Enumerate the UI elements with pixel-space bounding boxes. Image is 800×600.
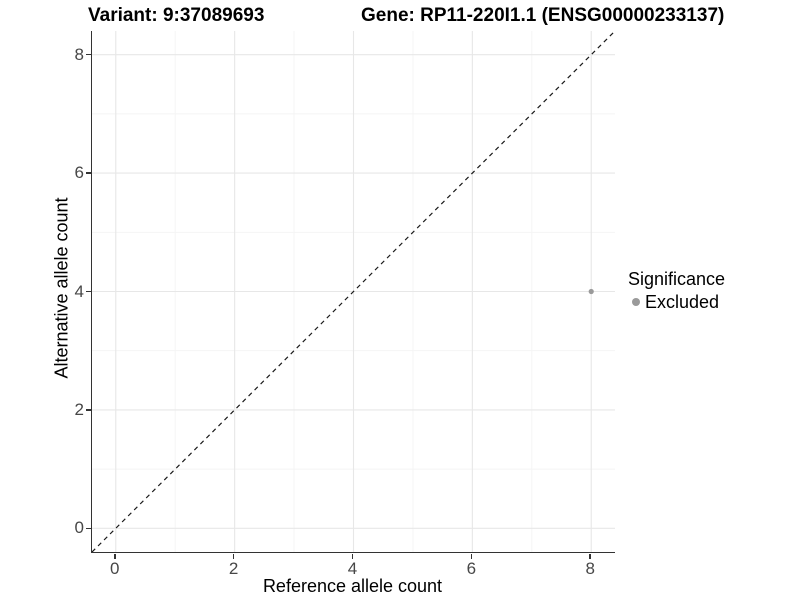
y-tick-label: 4	[74, 281, 84, 301]
legend-item-label: Excluded	[645, 291, 720, 312]
x-tick-label: 8	[585, 559, 595, 578]
legend-key-dot	[632, 298, 640, 306]
x-axis-label: Reference allele count	[262, 576, 443, 596]
identity-line	[92, 31, 615, 552]
x-tick-mark	[114, 553, 116, 559]
x-tick-label: 2	[228, 559, 239, 578]
y-tick-label: 8	[74, 44, 84, 64]
legend-item-excluded: Excluded	[632, 291, 725, 313]
legend-title: Significance	[628, 269, 726, 289]
plot-panel	[91, 31, 615, 553]
plot-title-variant: Variant: 9:37089693	[88, 5, 265, 26]
x-tick-mark	[232, 553, 235, 559]
legend: Significance Excluded	[628, 268, 725, 313]
x-tick-label: 4	[347, 559, 358, 578]
x-tick-mark	[589, 553, 591, 559]
x-tick-mark	[351, 553, 354, 559]
y-tick-mark	[86, 290, 91, 293]
y-tick-mark	[86, 409, 91, 411]
y-tick-label: 0	[74, 518, 84, 538]
plot-title-gene: Gene: RP11-220I1.1 (ENSG00000233137)	[361, 5, 725, 26]
x-tick-label: 6	[466, 559, 477, 578]
y-tick-mark	[86, 53, 91, 56]
y-tick-mark	[86, 172, 91, 174]
x-tick-mark	[470, 553, 473, 559]
y-tick-label: 6	[74, 163, 84, 183]
y-tick-label: 2	[74, 399, 84, 419]
y-tick-mark	[86, 527, 91, 530]
plot-canvas	[92, 31, 615, 552]
data-point	[588, 288, 594, 295]
x-tick-label: 0	[110, 559, 120, 578]
legend-items: Excluded	[628, 291, 725, 313]
